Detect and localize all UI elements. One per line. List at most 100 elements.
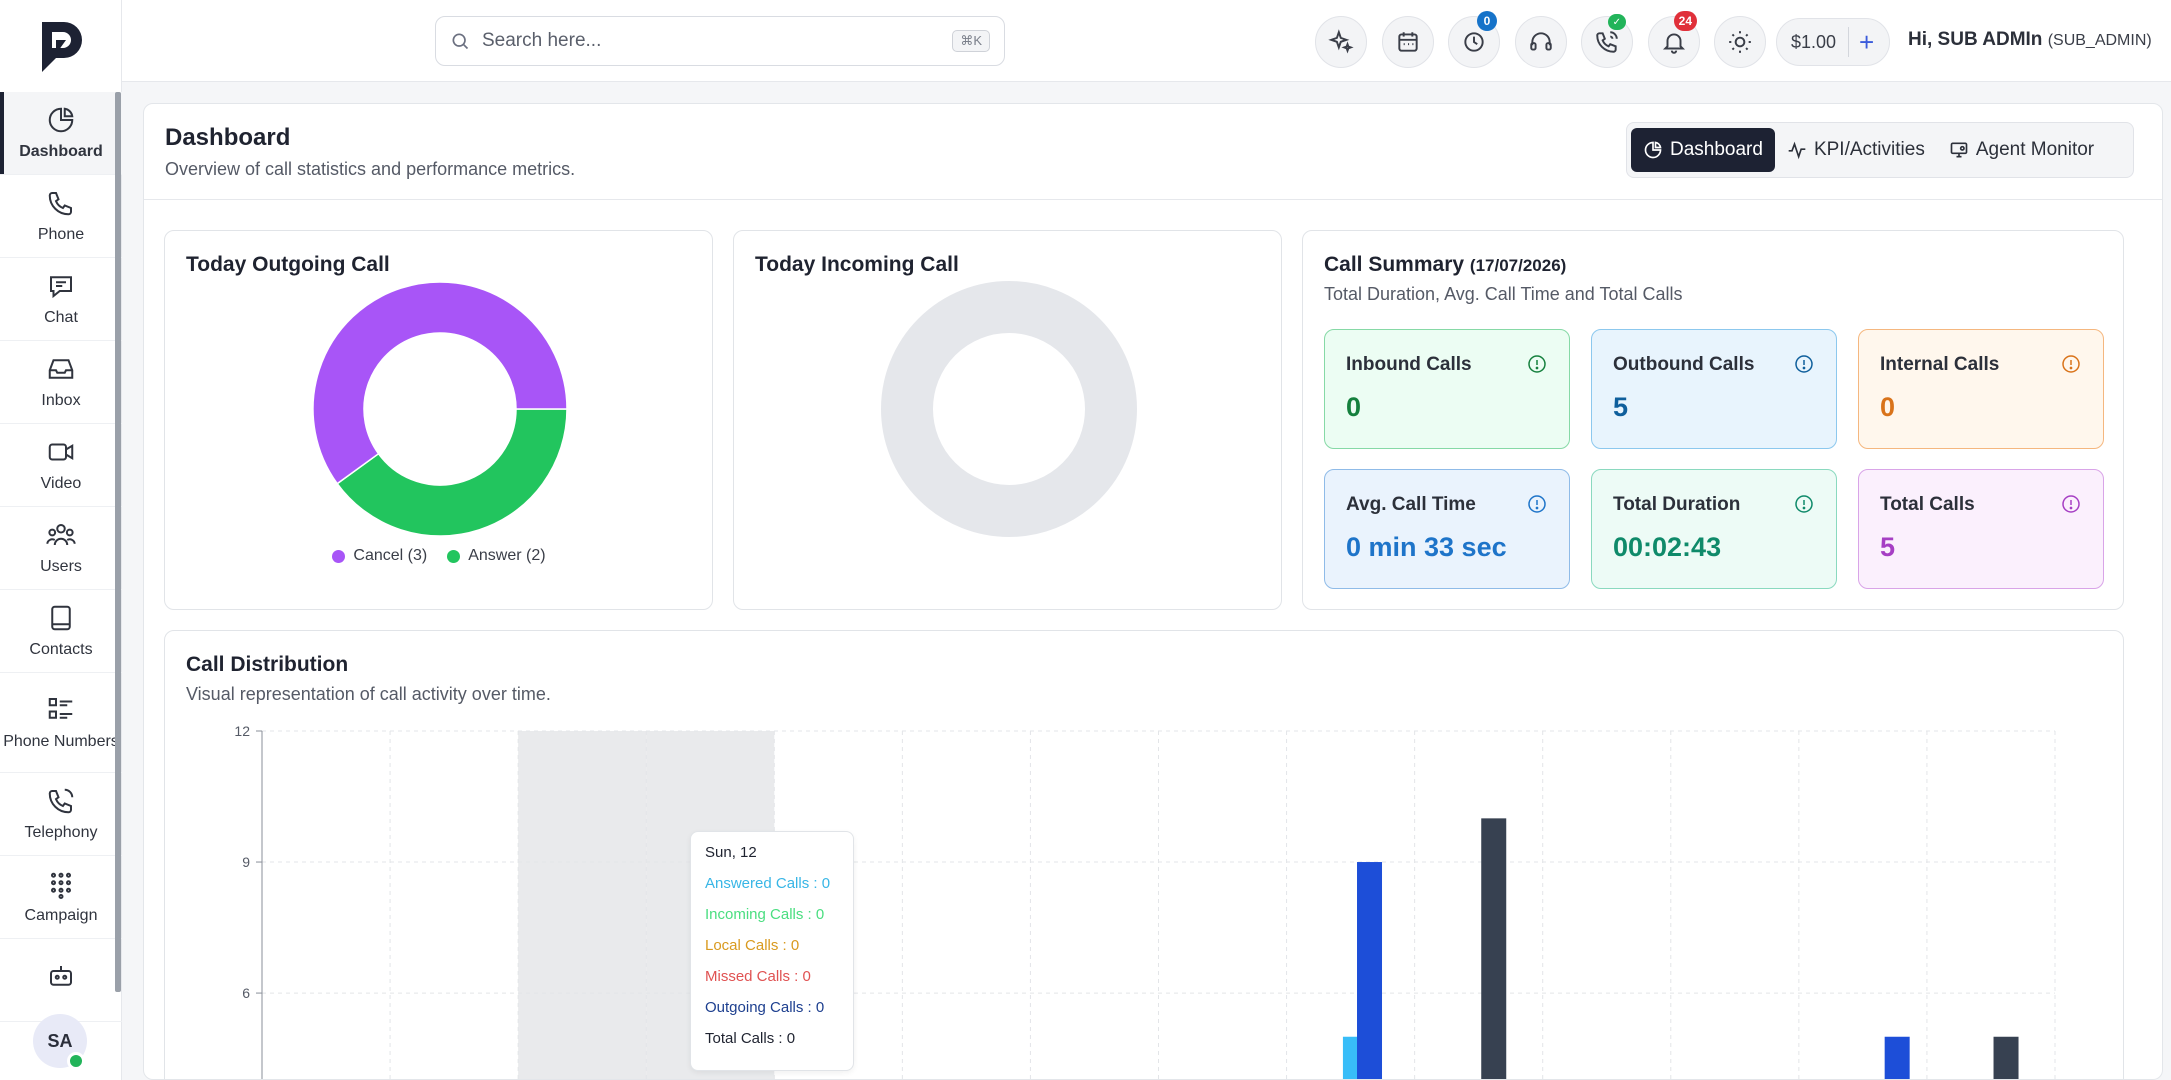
sidebar-scrollbar[interactable] <box>115 92 121 992</box>
calendar-button[interactable] <box>1382 16 1434 68</box>
balance-amount: $1.00 <box>1791 31 1837 52</box>
y-tick-label: 9 <box>242 854 250 870</box>
chat-icon <box>50 276 72 299</box>
tab-label: KPI/Activities <box>1813 139 1925 160</box>
sidebar-item-video[interactable]: Video <box>0 424 122 507</box>
sidebar-item-inbox[interactable]: Inbox <box>0 341 122 424</box>
sidebar-item-bot[interactable] <box>0 939 122 1022</box>
monitor-icon <box>1950 142 1968 158</box>
stat-total-duration: Total Duration 00:02:43 <box>1591 469 1837 589</box>
legend-label: Answer (2) <box>468 547 546 564</box>
card-title: Call Distribution <box>186 653 349 676</box>
stat-label: Avg. Call Time <box>1346 494 1476 515</box>
tab-dashboard[interactable]: Dashboard <box>1631 128 1775 172</box>
sidebar-item-label: Campaign <box>24 907 98 924</box>
page-header: Dashboard Overview of call statistics an… <box>144 104 2162 200</box>
empty-donut-ring <box>881 281 1137 537</box>
stat-outbound-calls: Outbound Calls 5 <box>1591 329 1837 449</box>
stat-internal-calls: Internal Calls 0 <box>1858 329 2104 449</box>
stat-label: Internal Calls <box>1880 354 2000 375</box>
legend-label: Cancel (3) <box>353 547 428 564</box>
sidebar-item-label: Inbox <box>41 392 81 409</box>
sidebar-item-telephony[interactable]: Telephony <box>0 773 122 856</box>
theme-toggle-button[interactable] <box>1714 16 1766 68</box>
balance-divider <box>1848 27 1850 57</box>
y-tick-label: 6 <box>242 985 250 1001</box>
logo-icon[interactable] <box>36 18 86 74</box>
sidebar-item-chat[interactable]: Chat <box>0 258 122 341</box>
sidebar-nav: Dashboard Phone Chat Inbox Video Users Contact… <box>0 92 122 1022</box>
user-greeting[interactable]: Hi, SUB ADMIn (SUB_ADMIN) <box>1908 29 2152 51</box>
tab-label: Dashboard <box>1670 139 1763 160</box>
info-icon[interactable] <box>1527 494 1547 514</box>
info-icon[interactable] <box>1527 354 1547 374</box>
y-tick-label: 12 <box>234 723 250 739</box>
info-icon[interactable] <box>1794 494 1814 514</box>
sidebar-item-contacts[interactable]: Contacts <box>0 590 122 673</box>
stat-label: Total Calls <box>1880 494 1975 515</box>
stat-label: Inbound Calls <box>1346 354 1472 375</box>
phone-status-check-icon: ✓ <box>1607 14 1626 30</box>
sidebar-item-label: Phone <box>37 226 85 243</box>
card-title: Call Summary (17/07/2026) <box>1324 253 1566 277</box>
sidebar: Dashboard Phone Chat Inbox Video Users Contact… <box>0 0 122 1080</box>
dialpad-icon <box>51 872 71 899</box>
call-summary-card: Call Summary (17/07/2026) Total Duration… <box>1302 230 2124 610</box>
call-distribution-card: Call Distribution Visual representation … <box>164 630 2125 1080</box>
pie-chart-icon <box>48 107 74 133</box>
summary-date: (17/07/2026) <box>1469 256 1567 275</box>
phone-icon <box>48 192 72 216</box>
headset-button[interactable] <box>1515 16 1567 68</box>
pie-chart-icon <box>1644 141 1662 159</box>
card-title: Today Outgoing Call <box>186 253 390 276</box>
inbox-icon <box>48 359 74 379</box>
sidebar-item-label: Contacts <box>29 641 93 658</box>
card-subtitle: Total Duration, Avg. Call Time and Total… <box>1324 284 1683 304</box>
notifications-button[interactable]: 24 <box>1648 11 1700 68</box>
activity-icon <box>1788 141 1806 160</box>
sidebar-item-phone-numbers[interactable]: Phone Numbers <box>0 673 122 773</box>
search-box[interactable]: ⌘K <box>435 16 1005 66</box>
bell-icon <box>1662 33 1686 54</box>
sidebar-item-label: Video <box>40 475 82 492</box>
sidebar-item-phone[interactable]: Phone <box>0 175 122 258</box>
stat-label: Total Duration <box>1613 494 1741 515</box>
contacts-icon <box>51 605 71 631</box>
chart-bar <box>1884 1036 1910 1079</box>
incoming-donut-chart[interactable] <box>879 279 1139 539</box>
sidebar-item-label: Telephony <box>24 824 98 841</box>
add-balance-button[interactable]: + <box>1859 27 1875 57</box>
page-subtitle: Overview of call statistics and performa… <box>165 159 576 179</box>
donut-slice-answer[interactable] <box>336 408 568 537</box>
phone-call-button[interactable]: ✓ <box>1581 14 1633 68</box>
tooltip-row: Total Calls : 0 <box>705 1030 796 1047</box>
sidebar-item-dashboard[interactable]: Dashboard <box>0 92 122 175</box>
clock-icon <box>1464 32 1484 52</box>
info-icon[interactable] <box>1794 354 1814 374</box>
users-icon <box>46 524 76 546</box>
call-distribution-chart[interactable]: 12 9 6 <box>165 631 2125 1080</box>
online-status-dot <box>67 1052 85 1070</box>
legend-item[interactable]: Answer (2) <box>447 547 546 565</box>
video-icon <box>48 443 74 461</box>
list-icon <box>48 698 73 719</box>
sidebar-item-campaign[interactable]: Campaign <box>0 856 122 939</box>
info-icon[interactable] <box>2061 494 2081 514</box>
stat-value: 5 <box>1880 532 1896 562</box>
outgoing-donut-chart[interactable] <box>310 279 570 539</box>
tab-kpi-activities[interactable]: KPI/Activities <box>1775 128 1937 172</box>
tab-agent-monitor[interactable]: Agent Monitor <box>1937 128 2106 172</box>
donut-slice-cancel[interactable] <box>312 281 568 485</box>
sparkle-button[interactable] <box>1315 16 1367 68</box>
greeting-text: Hi, SUB ADMIn <box>1908 29 2043 50</box>
info-icon[interactable] <box>2061 354 2081 374</box>
search-shortcut: ⌘K <box>952 30 990 52</box>
clock-button[interactable]: 0 <box>1448 11 1500 68</box>
hover-highlight-band <box>518 731 647 1079</box>
incoming-call-card: Today Incoming Call <box>733 230 1282 610</box>
sidebar-item-users[interactable]: Users <box>0 507 122 590</box>
calendar-icon <box>1398 32 1418 52</box>
legend-dot <box>447 549 461 563</box>
search-input[interactable] <box>482 30 953 52</box>
legend-item[interactable]: Cancel (3) <box>332 547 427 565</box>
